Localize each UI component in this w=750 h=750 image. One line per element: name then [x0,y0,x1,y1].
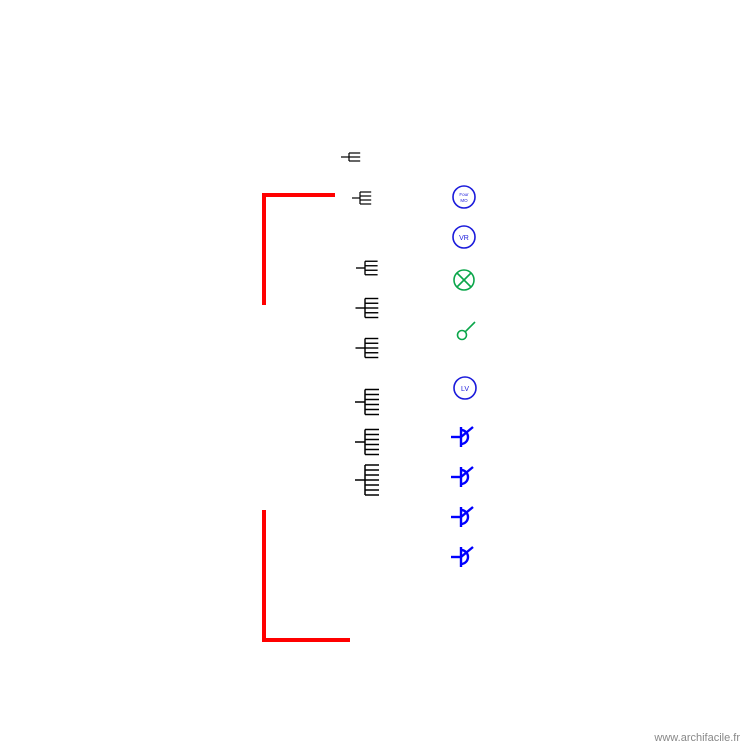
svg-text:Four: Four [459,192,469,197]
svg-text:LV: LV [461,386,469,393]
socket-symbol [451,507,473,527]
radiator-symbol [356,261,378,275]
round-symbol: VR [453,226,475,248]
wall-segment [264,195,335,305]
radiator-symbol [341,153,360,161]
round-symbol: LV [454,377,476,399]
svg-text:MO: MO [460,198,468,203]
socket-symbol [451,427,473,447]
radiator-symbol [352,192,371,204]
watermark-text: www.archifacile.fr [654,732,740,744]
wall-segment [264,510,350,640]
svg-text:VR: VR [459,235,469,242]
radiator-symbol [355,430,379,455]
radiator-symbol [355,465,379,495]
switch-symbol [458,322,476,340]
socket-symbol [451,547,473,567]
round-symbol: FourMO [453,186,475,208]
socket-symbol [451,467,473,487]
radiator-symbol [356,299,379,318]
radiator-symbol [356,339,379,358]
round-symbol [454,270,474,290]
radiator-symbol [355,390,379,415]
